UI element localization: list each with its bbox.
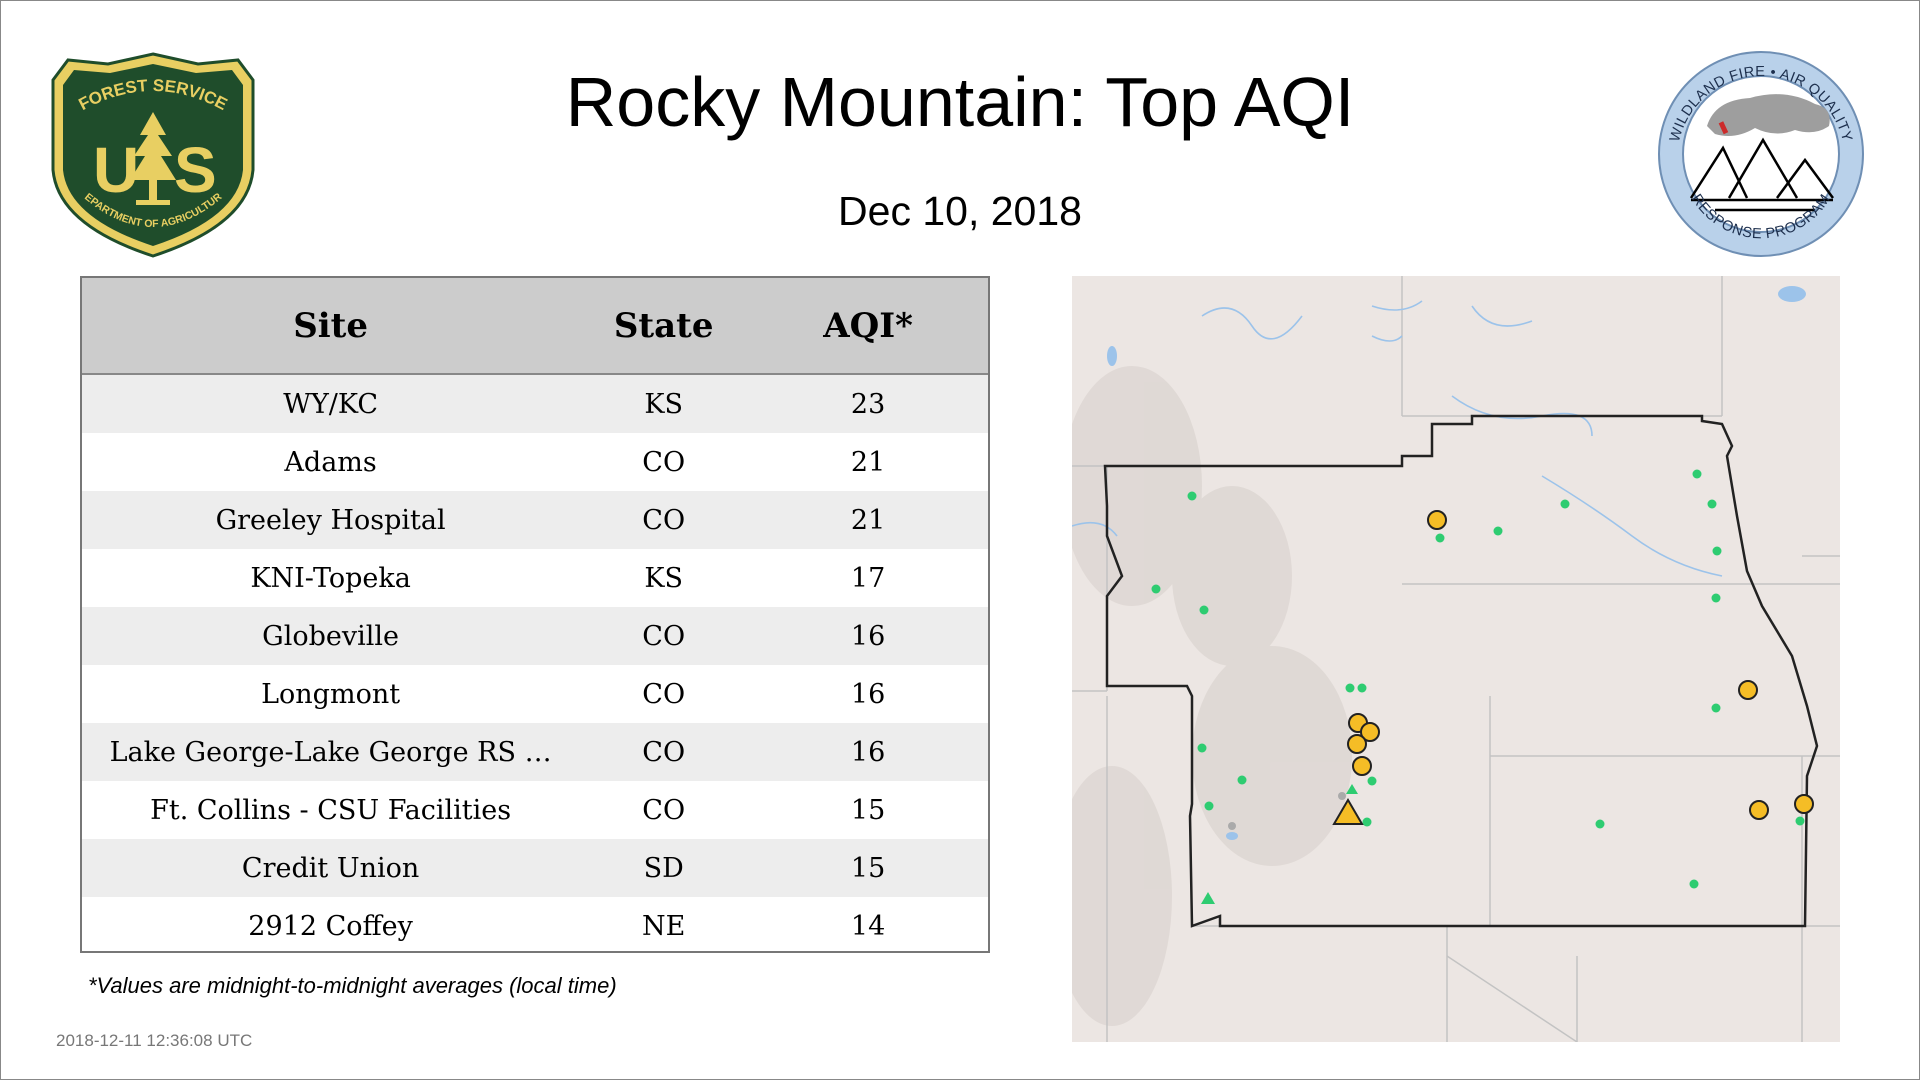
cell-aqi: 23: [748, 374, 988, 433]
table-row: 2912 Coffey NE 14: [82, 897, 988, 951]
cell-aqi: 15: [748, 839, 988, 897]
cell-aqi: 14: [748, 897, 988, 951]
cell-aqi: 16: [748, 723, 988, 781]
header-aqi: AQI*: [748, 278, 988, 375]
cell-state: CO: [579, 781, 749, 839]
footnote: *Values are midnight-to-midnight average…: [88, 973, 617, 998]
fire-icon: [1718, 121, 1729, 135]
mountains-icon: [1689, 137, 1835, 212]
table-row: Greeley Hospital CO 21: [82, 491, 988, 549]
cell-site: Longmont: [82, 665, 580, 723]
cell-aqi: 15: [748, 781, 988, 839]
cell-state: CO: [579, 607, 749, 665]
cell-state: CO: [579, 665, 749, 723]
cell-site: Greeley Hospital: [82, 491, 580, 549]
region-boundary: [1103, 414, 1819, 928]
map-background: [1072, 276, 1840, 1042]
table-row: Lake George-Lake George RS … CO 16: [82, 723, 988, 781]
aqi-table-container: Site State AQI* WY/KC KS 23 Adams CO 21 Gree…: [80, 276, 990, 953]
cell-state: KS: [579, 374, 749, 433]
region-map: [1072, 276, 1840, 1042]
smoke-icon: [1707, 94, 1830, 136]
cell-state: CO: [579, 491, 749, 549]
table-header-row: Site State AQI*: [82, 278, 988, 375]
terrain-shading: [1072, 366, 1352, 1026]
cell-aqi: 16: [748, 665, 988, 723]
cell-aqi: 21: [748, 491, 988, 549]
table-row: Adams CO 21: [82, 433, 988, 491]
usfs-s-letter: S: [174, 134, 217, 206]
aqi-table: Site State AQI* WY/KC KS 23 Adams CO 21 Gree…: [82, 278, 988, 951]
header-state: State: [579, 278, 749, 375]
cell-state: KS: [579, 549, 749, 607]
cell-site: Credit Union: [82, 839, 580, 897]
usfs-u-letter: U: [93, 134, 139, 206]
cell-state: CO: [579, 723, 749, 781]
page-title: Rocky Mountain: Top AQI: [565, 63, 1355, 141]
cell-site: KNI-Topeka: [82, 549, 580, 607]
header-site: Site: [82, 278, 580, 375]
no-data-monitors: [1228, 792, 1346, 830]
table-row: Longmont CO 16: [82, 665, 988, 723]
cell-aqi: 21: [748, 433, 988, 491]
cell-site: Globeville: [82, 607, 580, 665]
timestamp: 2018-12-11 12:36:08 UTC: [56, 1031, 253, 1050]
lakes: [1107, 286, 1806, 840]
cell-site: 2912 Coffey: [82, 897, 580, 951]
page-date: Dec 10, 2018: [838, 188, 1082, 234]
table-row: Credit Union SD 15: [82, 839, 988, 897]
tree-icon: [130, 112, 176, 205]
low-aqi-monitors: [1151, 469, 1805, 889]
cell-aqi: 17: [748, 549, 988, 607]
cell-state: NE: [579, 897, 749, 951]
cell-state: CO: [579, 433, 749, 491]
table-row: KNI-Topeka KS 17: [82, 549, 988, 607]
cell-site: WY/KC: [82, 374, 580, 433]
cell-aqi: 16: [748, 607, 988, 665]
table-row: Globeville CO 16: [82, 607, 988, 665]
cell-site: Lake George-Lake George RS …: [82, 723, 580, 781]
cell-site: Ft. Collins - CSU Facilities: [82, 781, 580, 839]
low-aqi-triangle-monitors: [1201, 784, 1358, 904]
cell-site: Adams: [82, 433, 580, 491]
usfs-logo: FOREST SERVICE U S DEPARTMENT OF AGRICUL…: [48, 50, 255, 258]
cell-state: SD: [579, 839, 749, 897]
table-row: WY/KC KS 23: [82, 374, 988, 433]
top-aqi-monitors: [1332, 510, 1814, 825]
table-row: Ft. Collins - CSU Facilities CO 15: [82, 781, 988, 839]
wfaq-logo: WILDLAND FIRE • AIR QUALITY RESPONSE PRO…: [1658, 51, 1864, 257]
